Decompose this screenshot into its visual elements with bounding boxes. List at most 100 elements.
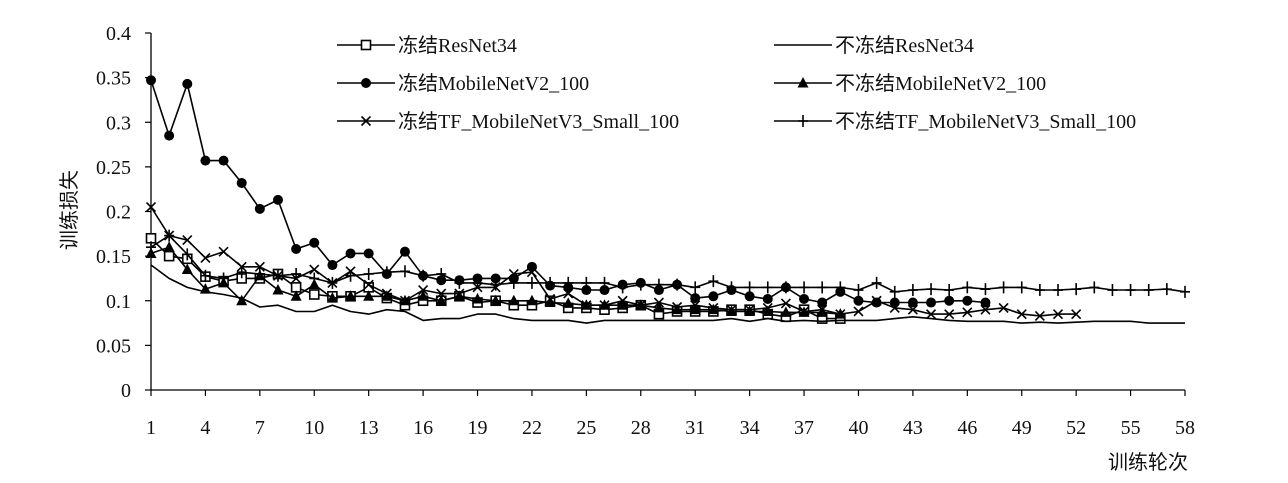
data-point (1071, 283, 1082, 296)
data-point (998, 281, 1009, 294)
data-point (345, 248, 356, 259)
data-point (1089, 281, 1100, 294)
y-tick-label: 0.25 (96, 157, 131, 179)
data-point (689, 303, 701, 315)
data-point (418, 284, 429, 296)
data-point (182, 78, 193, 89)
data-point (200, 155, 211, 166)
data-point (816, 306, 828, 317)
data-point (726, 304, 737, 315)
data-point (508, 268, 519, 280)
data-point (780, 281, 791, 294)
data-point (200, 252, 211, 263)
data-point (635, 300, 646, 311)
data-point (690, 293, 701, 304)
data-point (672, 278, 683, 291)
data-point (998, 302, 1009, 313)
data-point (345, 269, 356, 282)
legend-label: 冻结TF_MobileNetV3_Small_100 (398, 110, 679, 133)
data-point (145, 201, 157, 213)
x-tick-label: 34 (740, 417, 760, 439)
x-tick-label: 49 (1012, 417, 1032, 439)
data-point (399, 295, 411, 306)
data-point (871, 295, 882, 306)
data-point (853, 306, 864, 317)
data-point (581, 285, 592, 296)
data-point (545, 293, 556, 305)
data-point (361, 78, 371, 88)
data-point (944, 284, 955, 297)
x-tick-label: 1 (146, 417, 156, 439)
x-tick-label: 16 (413, 417, 433, 439)
data-point (762, 281, 773, 294)
data-point (327, 276, 338, 289)
series-group (145, 75, 1190, 324)
data-point (326, 292, 338, 303)
series-6 (146, 229, 1190, 298)
data-point (163, 250, 175, 262)
data-point (653, 301, 665, 313)
data-point (254, 261, 265, 272)
data-point (871, 297, 882, 308)
data-point (490, 273, 501, 284)
x-tick-label: 22 (522, 417, 542, 439)
data-point (798, 115, 808, 127)
data-point (889, 285, 900, 298)
data-point (290, 290, 302, 301)
x-tick-label: 52 (1066, 417, 1086, 439)
data-point (146, 241, 156, 254)
data-point (453, 290, 465, 301)
data-point (1016, 281, 1027, 294)
data-point (236, 294, 248, 306)
legend-label: 不冻结TF_MobileNetV3_Small_100 (835, 110, 1136, 133)
data-point (526, 294, 538, 306)
data-point (526, 276, 537, 289)
data-point (472, 292, 484, 304)
data-point (744, 291, 755, 302)
data-point (309, 237, 320, 248)
data-point (962, 295, 973, 306)
data-point (690, 281, 701, 294)
data-point (164, 229, 175, 242)
data-point (889, 302, 900, 313)
data-point (164, 130, 175, 141)
data-point (526, 261, 537, 272)
data-point (798, 306, 810, 317)
data-point (218, 246, 229, 257)
series-3 (146, 75, 991, 308)
data-point (436, 267, 447, 280)
data-point (907, 304, 918, 315)
data-point (962, 281, 973, 294)
data-point (309, 272, 320, 285)
x-tick-label: 55 (1121, 417, 1141, 439)
data-point (926, 283, 937, 296)
legend-item-3: 冻结MobileNetV2_100 (337, 72, 589, 95)
data-point (726, 281, 737, 294)
data-point (599, 300, 610, 311)
y-tick-label: 0.05 (96, 335, 131, 357)
y-tick-label: 0.35 (96, 68, 131, 90)
data-point (254, 267, 265, 280)
data-point (980, 297, 991, 308)
data-point (146, 75, 156, 86)
data-point (363, 267, 374, 280)
data-point (272, 194, 283, 205)
data-point (835, 309, 846, 320)
x-tick-label: 7 (255, 417, 265, 439)
y-tick-label: 0.15 (96, 246, 131, 268)
data-point (708, 302, 719, 313)
x-tick-label: 10 (304, 417, 324, 439)
data-point (871, 276, 882, 289)
data-point (218, 155, 229, 166)
data-point (797, 77, 809, 88)
data-point (360, 115, 372, 127)
x-tick-label: 46 (957, 417, 977, 439)
data-point (1071, 309, 1082, 320)
data-point (671, 303, 683, 315)
data-point (436, 275, 447, 286)
data-point (780, 298, 791, 309)
data-point (399, 265, 410, 278)
x-tick-label: 25 (576, 417, 596, 439)
